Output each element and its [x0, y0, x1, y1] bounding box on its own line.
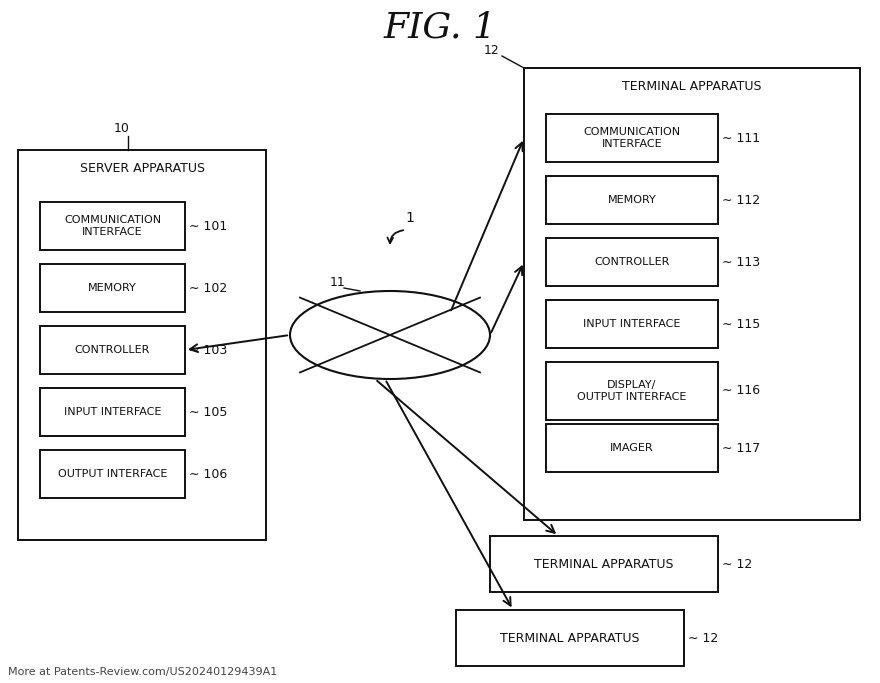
Bar [18, 150, 266, 540]
Text: ∼ 112: ∼ 112 [722, 193, 760, 206]
Bar [40, 202, 185, 250]
Text: DISPLAY/
OUTPUT INTERFACE: DISPLAY/ OUTPUT INTERFACE [577, 380, 686, 402]
Text: INPUT INTERFACE: INPUT INTERFACE [64, 407, 161, 417]
Text: ∼ 102: ∼ 102 [189, 281, 227, 294]
Text: ∼ 12: ∼ 12 [722, 557, 752, 570]
Text: ∼ 105: ∼ 105 [189, 406, 227, 419]
Text: CONTROLLER: CONTROLLER [594, 257, 670, 267]
Text: ∼ 101: ∼ 101 [189, 219, 227, 232]
Text: MEMORY: MEMORY [607, 195, 656, 205]
Text: ∼ 116: ∼ 116 [722, 385, 760, 398]
Bar [40, 450, 185, 498]
Text: ∼ 106: ∼ 106 [189, 467, 227, 481]
Bar [546, 238, 718, 286]
Bar [490, 536, 718, 592]
Text: TERMINAL APPARATUS: TERMINAL APPARATUS [622, 79, 762, 92]
Text: TERMINAL APPARATUS: TERMINAL APPARATUS [500, 632, 640, 645]
Bar [40, 388, 185, 436]
Bar [546, 176, 718, 224]
Ellipse shape [290, 291, 490, 379]
Text: FIG. 1: FIG. 1 [384, 11, 496, 45]
Text: INPUT INTERFACE: INPUT INTERFACE [583, 319, 681, 329]
Text: TERMINAL APPARATUS: TERMINAL APPARATUS [534, 557, 674, 570]
Text: COMMUNICATION
INTERFACE: COMMUNICATION INTERFACE [64, 215, 161, 237]
Text: ∼ 115: ∼ 115 [722, 318, 760, 331]
Text: ∼ 103: ∼ 103 [189, 344, 227, 357]
Text: ∼ 117: ∼ 117 [722, 441, 760, 454]
Text: 10: 10 [114, 122, 130, 135]
Bar [524, 68, 860, 520]
Bar [40, 264, 185, 312]
Bar [546, 424, 718, 472]
Text: COMMUNICATION
INTERFACE: COMMUNICATION INTERFACE [583, 127, 680, 149]
Text: CONTROLLER: CONTROLLER [75, 345, 150, 355]
Bar [40, 326, 185, 374]
Text: MEMORY: MEMORY [88, 283, 137, 293]
Bar [546, 362, 718, 420]
Text: 11: 11 [330, 275, 346, 288]
Bar [546, 114, 718, 162]
Text: 1: 1 [406, 211, 414, 225]
Text: ∼ 12: ∼ 12 [688, 632, 718, 645]
Bar [546, 300, 718, 348]
Text: More at Patents-Review.com/US20240129439A1: More at Patents-Review.com/US20240129439… [8, 667, 277, 677]
Bar [456, 610, 684, 666]
Text: SERVER APPARATUS: SERVER APPARATUS [79, 161, 204, 174]
Text: OUTPUT INTERFACE: OUTPUT INTERFACE [58, 469, 167, 479]
Text: IMAGER: IMAGER [610, 443, 654, 453]
Text: 12: 12 [484, 44, 500, 57]
Text: ∼ 113: ∼ 113 [722, 255, 760, 268]
Text: ∼ 111: ∼ 111 [722, 132, 760, 145]
